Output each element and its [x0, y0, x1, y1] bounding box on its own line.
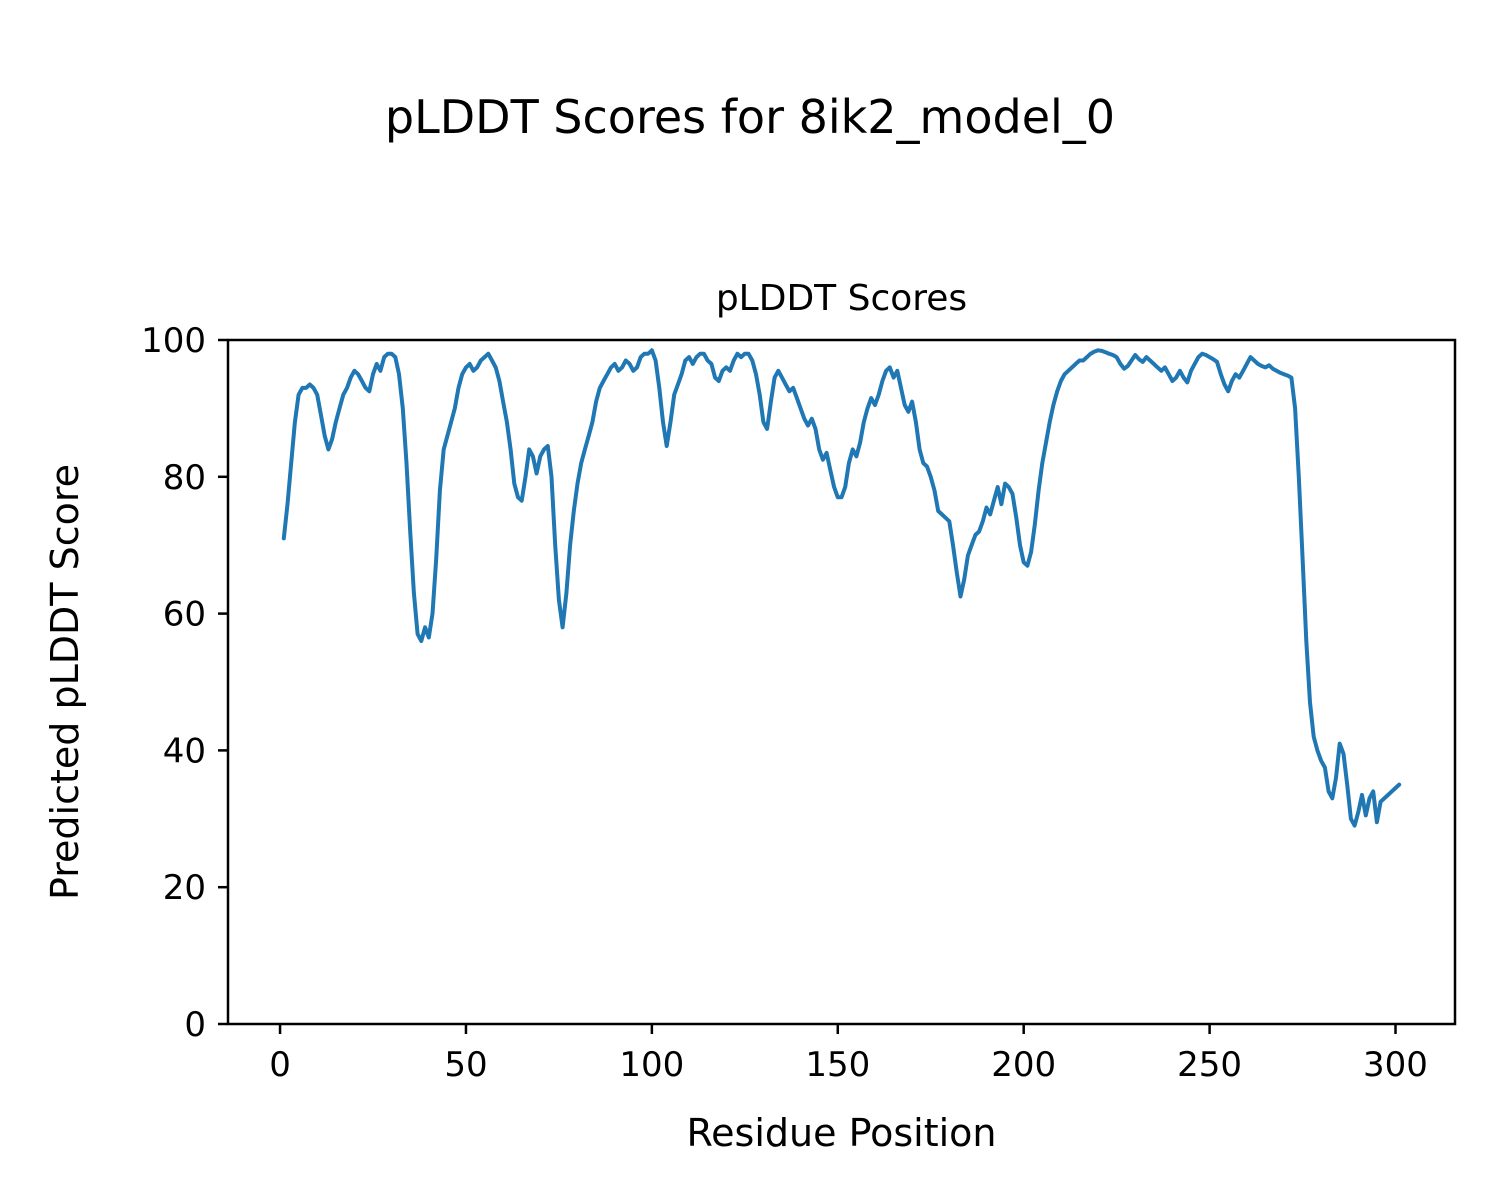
- y-tick-label: 80: [163, 458, 206, 498]
- x-tick-label: 200: [991, 1045, 1056, 1085]
- x-tick-label: 250: [1177, 1045, 1242, 1085]
- y-axis-label: Predicted pLDDT Score: [43, 464, 87, 900]
- x-tick-label: 100: [619, 1045, 684, 1085]
- x-axis-label: Residue Position: [686, 1111, 996, 1155]
- y-tick-label: 100: [141, 321, 206, 361]
- y-tick-label: 0: [184, 1005, 206, 1045]
- x-tick-label: 150: [805, 1045, 870, 1085]
- x-tick-label: 300: [1363, 1045, 1428, 1085]
- y-tick-label: 40: [163, 731, 206, 771]
- x-tick-label: 0: [269, 1045, 291, 1085]
- y-tick-label: 20: [163, 868, 206, 908]
- plddt-series-line: [281, 348, 1402, 828]
- x-tick-label: 50: [444, 1045, 487, 1085]
- y-tick-label: 60: [163, 595, 206, 635]
- figure-title: pLDDT Scores for 8ik2_model_0: [384, 90, 1116, 144]
- axes-title: pLDDT Scores: [716, 278, 967, 319]
- plot-frame: [226, 338, 1457, 1026]
